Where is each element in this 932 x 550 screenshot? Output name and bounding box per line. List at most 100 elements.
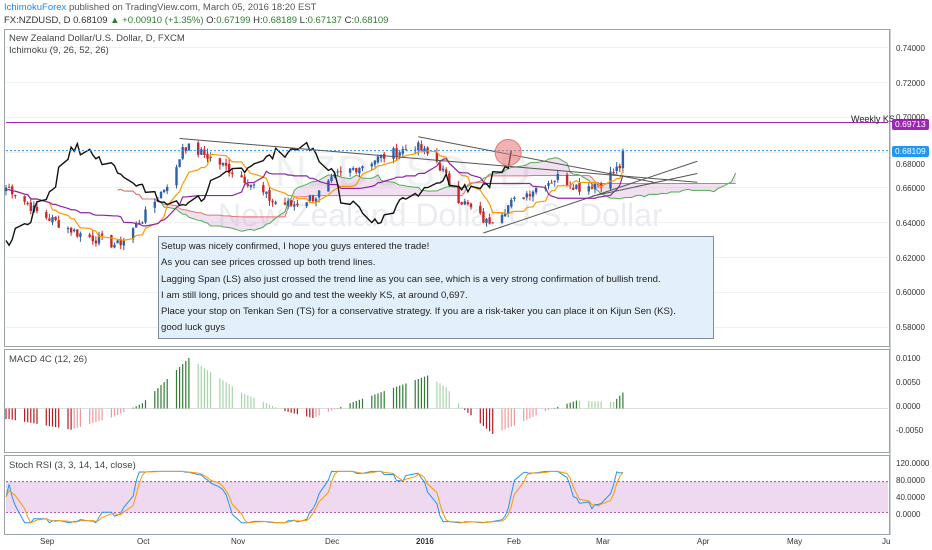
candle-body (228, 164, 231, 174)
candle-body (327, 180, 330, 192)
candle-body (262, 185, 265, 193)
candle-body (231, 172, 234, 175)
candle-body (404, 149, 408, 151)
tenkan-sen-line (5, 150, 624, 241)
candle-body (435, 152, 439, 162)
candle-body (135, 223, 138, 228)
candle-body (153, 201, 156, 208)
candle-body (76, 229, 79, 237)
macd-axis-tick: 0.0050 (896, 378, 921, 387)
candle-body (178, 159, 181, 167)
candle-body (224, 162, 228, 166)
candle-body (510, 199, 513, 207)
last-price-tag: 0.68109 (892, 146, 929, 157)
author-link[interactable]: IchimokuForex (4, 2, 67, 13)
candle-body (175, 167, 178, 186)
candle-body (618, 165, 621, 169)
candle-body (587, 186, 590, 192)
candle-body (609, 171, 612, 189)
candle-body (348, 168, 352, 173)
candle-body (197, 142, 200, 155)
note-line: Setup was nicely confirmed, I hope you g… (161, 241, 430, 252)
candle-body (355, 168, 358, 173)
candle-body (218, 158, 222, 165)
candle-body (379, 154, 383, 159)
candle-body (97, 234, 101, 244)
candle-body (373, 160, 377, 165)
main-panel-title: New Zealand Dollar/U.S. Dollar, D, FXCM (9, 33, 185, 44)
candle-body (578, 183, 581, 192)
candle-body (293, 204, 296, 207)
candle-body (181, 147, 184, 159)
time-axis-tick: Sep (40, 537, 55, 546)
close-value: 0.68109 (354, 15, 389, 26)
candle-body (166, 187, 169, 192)
time-axis-tick: Dec (325, 537, 340, 546)
weekly-ks-label: Weekly KS (851, 114, 895, 124)
candle-body (314, 198, 318, 202)
candle-body (48, 218, 51, 221)
macd-axis-tick: 0.0100 (896, 354, 921, 363)
candle-body (392, 148, 395, 159)
candle-body (469, 203, 473, 208)
candle-body (221, 162, 225, 166)
price-change: +0.00910 (+1.35%) (122, 15, 204, 26)
candle-body (79, 233, 82, 237)
candle-body (45, 212, 48, 218)
macd-axis-tick: -0.0050 (896, 426, 924, 435)
candle-body (600, 183, 603, 188)
price-axis-tick: 0.64000 (896, 219, 925, 228)
candle-body (286, 200, 290, 206)
candle-body (460, 202, 463, 205)
time-axis-tick: Mar (596, 537, 610, 546)
candle-body (488, 217, 491, 224)
candle-body (513, 197, 516, 199)
candle-body (23, 196, 26, 202)
candle-body (243, 176, 246, 184)
candle-body (441, 168, 445, 171)
candle-body (57, 220, 60, 228)
candle-body (122, 239, 125, 246)
candle-body (553, 180, 556, 182)
candle-body (311, 195, 315, 202)
candle-body (110, 234, 113, 248)
candle-body (615, 166, 618, 172)
up-arrow-icon: ▲ (110, 15, 120, 26)
candle-body (296, 203, 299, 206)
price-axis-tick: 0.62000 (896, 254, 925, 263)
candle-body (417, 142, 420, 151)
published-text: published on TradingView.com, March 05, … (68, 2, 317, 13)
candle-body (69, 228, 73, 233)
ichimoku-indicator-label: Ichimoku (9, 26, 52, 26) (9, 45, 109, 56)
candle-body (383, 154, 386, 159)
candle-body (119, 239, 122, 246)
candle-body (290, 200, 293, 206)
time-axis-tick: 2016 (416, 537, 434, 546)
candle-body (246, 184, 249, 187)
candle-body (252, 184, 256, 186)
price-axis-tick: 0.60000 (896, 288, 925, 297)
candle-body (249, 184, 253, 188)
trade-note-annotation[interactable]: Setup was nicely confirmed, I hope you g… (158, 236, 714, 339)
candle-body (203, 149, 206, 155)
note-line: I am still long, prices should go and te… (161, 289, 468, 301)
open-label: O: (206, 15, 217, 26)
stoch-band-fill (6, 481, 888, 513)
candle-body (398, 152, 401, 156)
candle-body (209, 156, 212, 158)
candle-body (491, 222, 494, 224)
candle-body (283, 202, 287, 205)
note-line: Place your stop on Tenkan Sen (TS) for a… (161, 306, 676, 318)
candle-body (116, 240, 119, 244)
candle-body (593, 183, 597, 190)
candle-body (268, 190, 271, 201)
candle-body (91, 235, 94, 242)
candle-body (141, 222, 144, 224)
high-value: 0.68189 (262, 15, 298, 26)
stoch-k-line (5, 470, 623, 524)
price-axis-tick: 0.66000 (896, 184, 925, 193)
candle-body (26, 203, 29, 205)
ohlc-line: FX:NZDUSD, D 0.68109 ▲ +0.00910 (+1.35%)… (4, 14, 388, 27)
candle-body (575, 184, 578, 190)
